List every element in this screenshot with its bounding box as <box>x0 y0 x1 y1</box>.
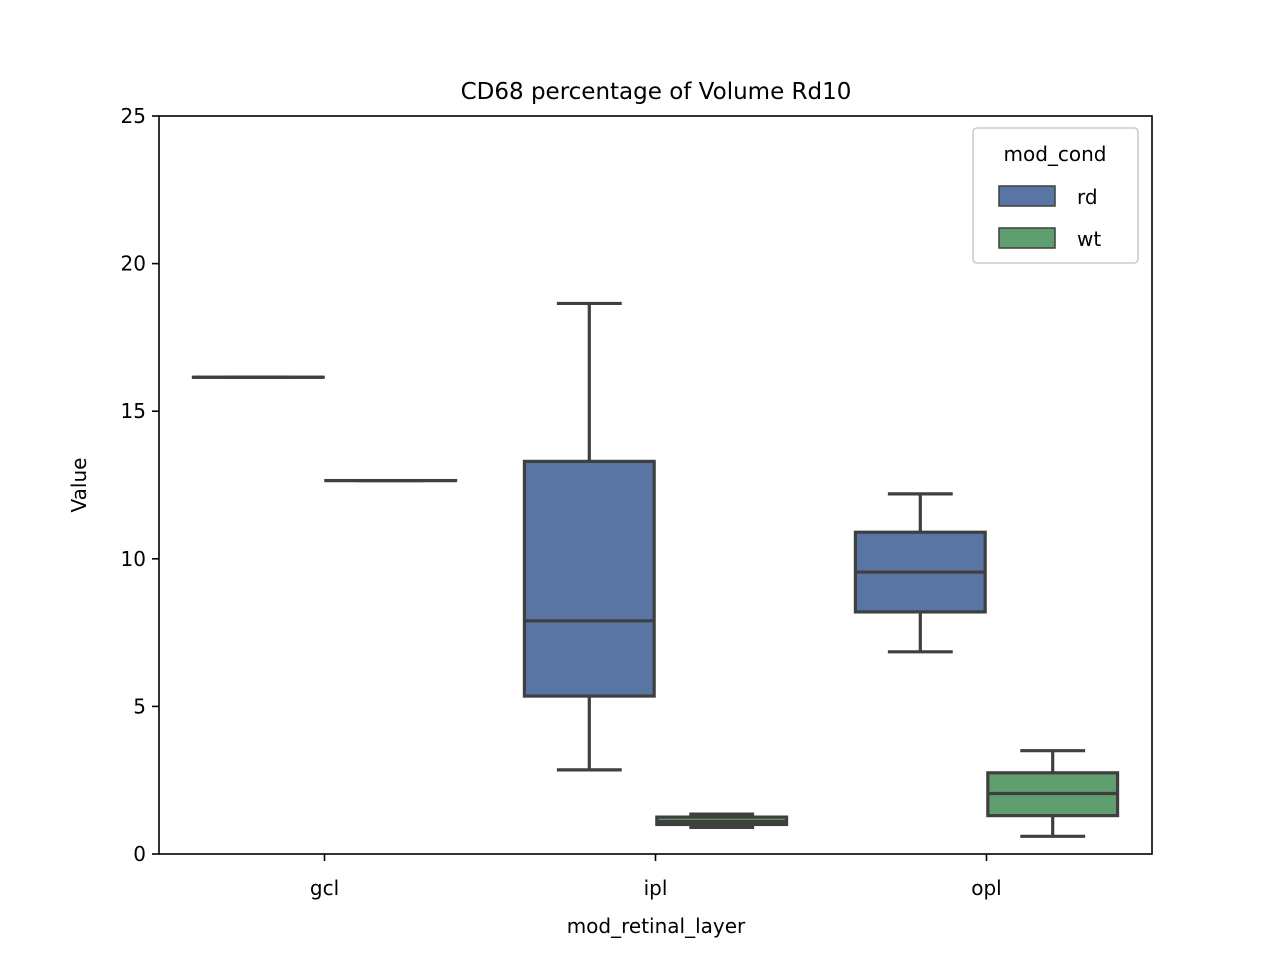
legend-title: mod_cond <box>1003 142 1106 166</box>
y-tick-label: 10 <box>121 547 146 571</box>
y-tick-label: 0 <box>133 842 146 866</box>
y-tick-label: 20 <box>121 252 146 276</box>
x-tick-label: gcl <box>310 876 339 900</box>
y-tick-label: 5 <box>133 694 146 718</box>
legend-label-wt: wt <box>1077 227 1101 251</box>
legend-swatch-rd <box>998 185 1056 207</box>
box-series <box>191 301 1120 838</box>
box-rd-opl <box>853 492 987 654</box>
y-axis-label: Value <box>67 458 91 513</box>
legend-label-rd: rd <box>1077 185 1098 209</box>
box-wt-opl <box>986 749 1120 838</box>
box-body <box>522 459 656 698</box>
box-wt-ipl <box>655 812 789 830</box>
x-tick-label: ipl <box>644 876 668 900</box>
x-tick-label: opl <box>971 876 1002 900</box>
plot-frame <box>158 115 1153 855</box>
legend: mod_cond rd wt <box>972 127 1139 264</box>
box-rd-ipl <box>522 301 656 772</box>
x-axis-label: mod_retinal_layer <box>567 914 746 938</box>
chart-title: CD68 percentage of Volume Rd10 <box>461 79 852 105</box>
x-axis-ticks: gcl ipl opl <box>310 854 1002 900</box>
y-axis-ticks: 0 5 10 15 20 25 <box>121 104 159 866</box>
legend-swatch-wt <box>998 227 1056 249</box>
y-tick-label: 25 <box>121 104 146 128</box>
y-tick-label: 15 <box>121 399 146 423</box>
